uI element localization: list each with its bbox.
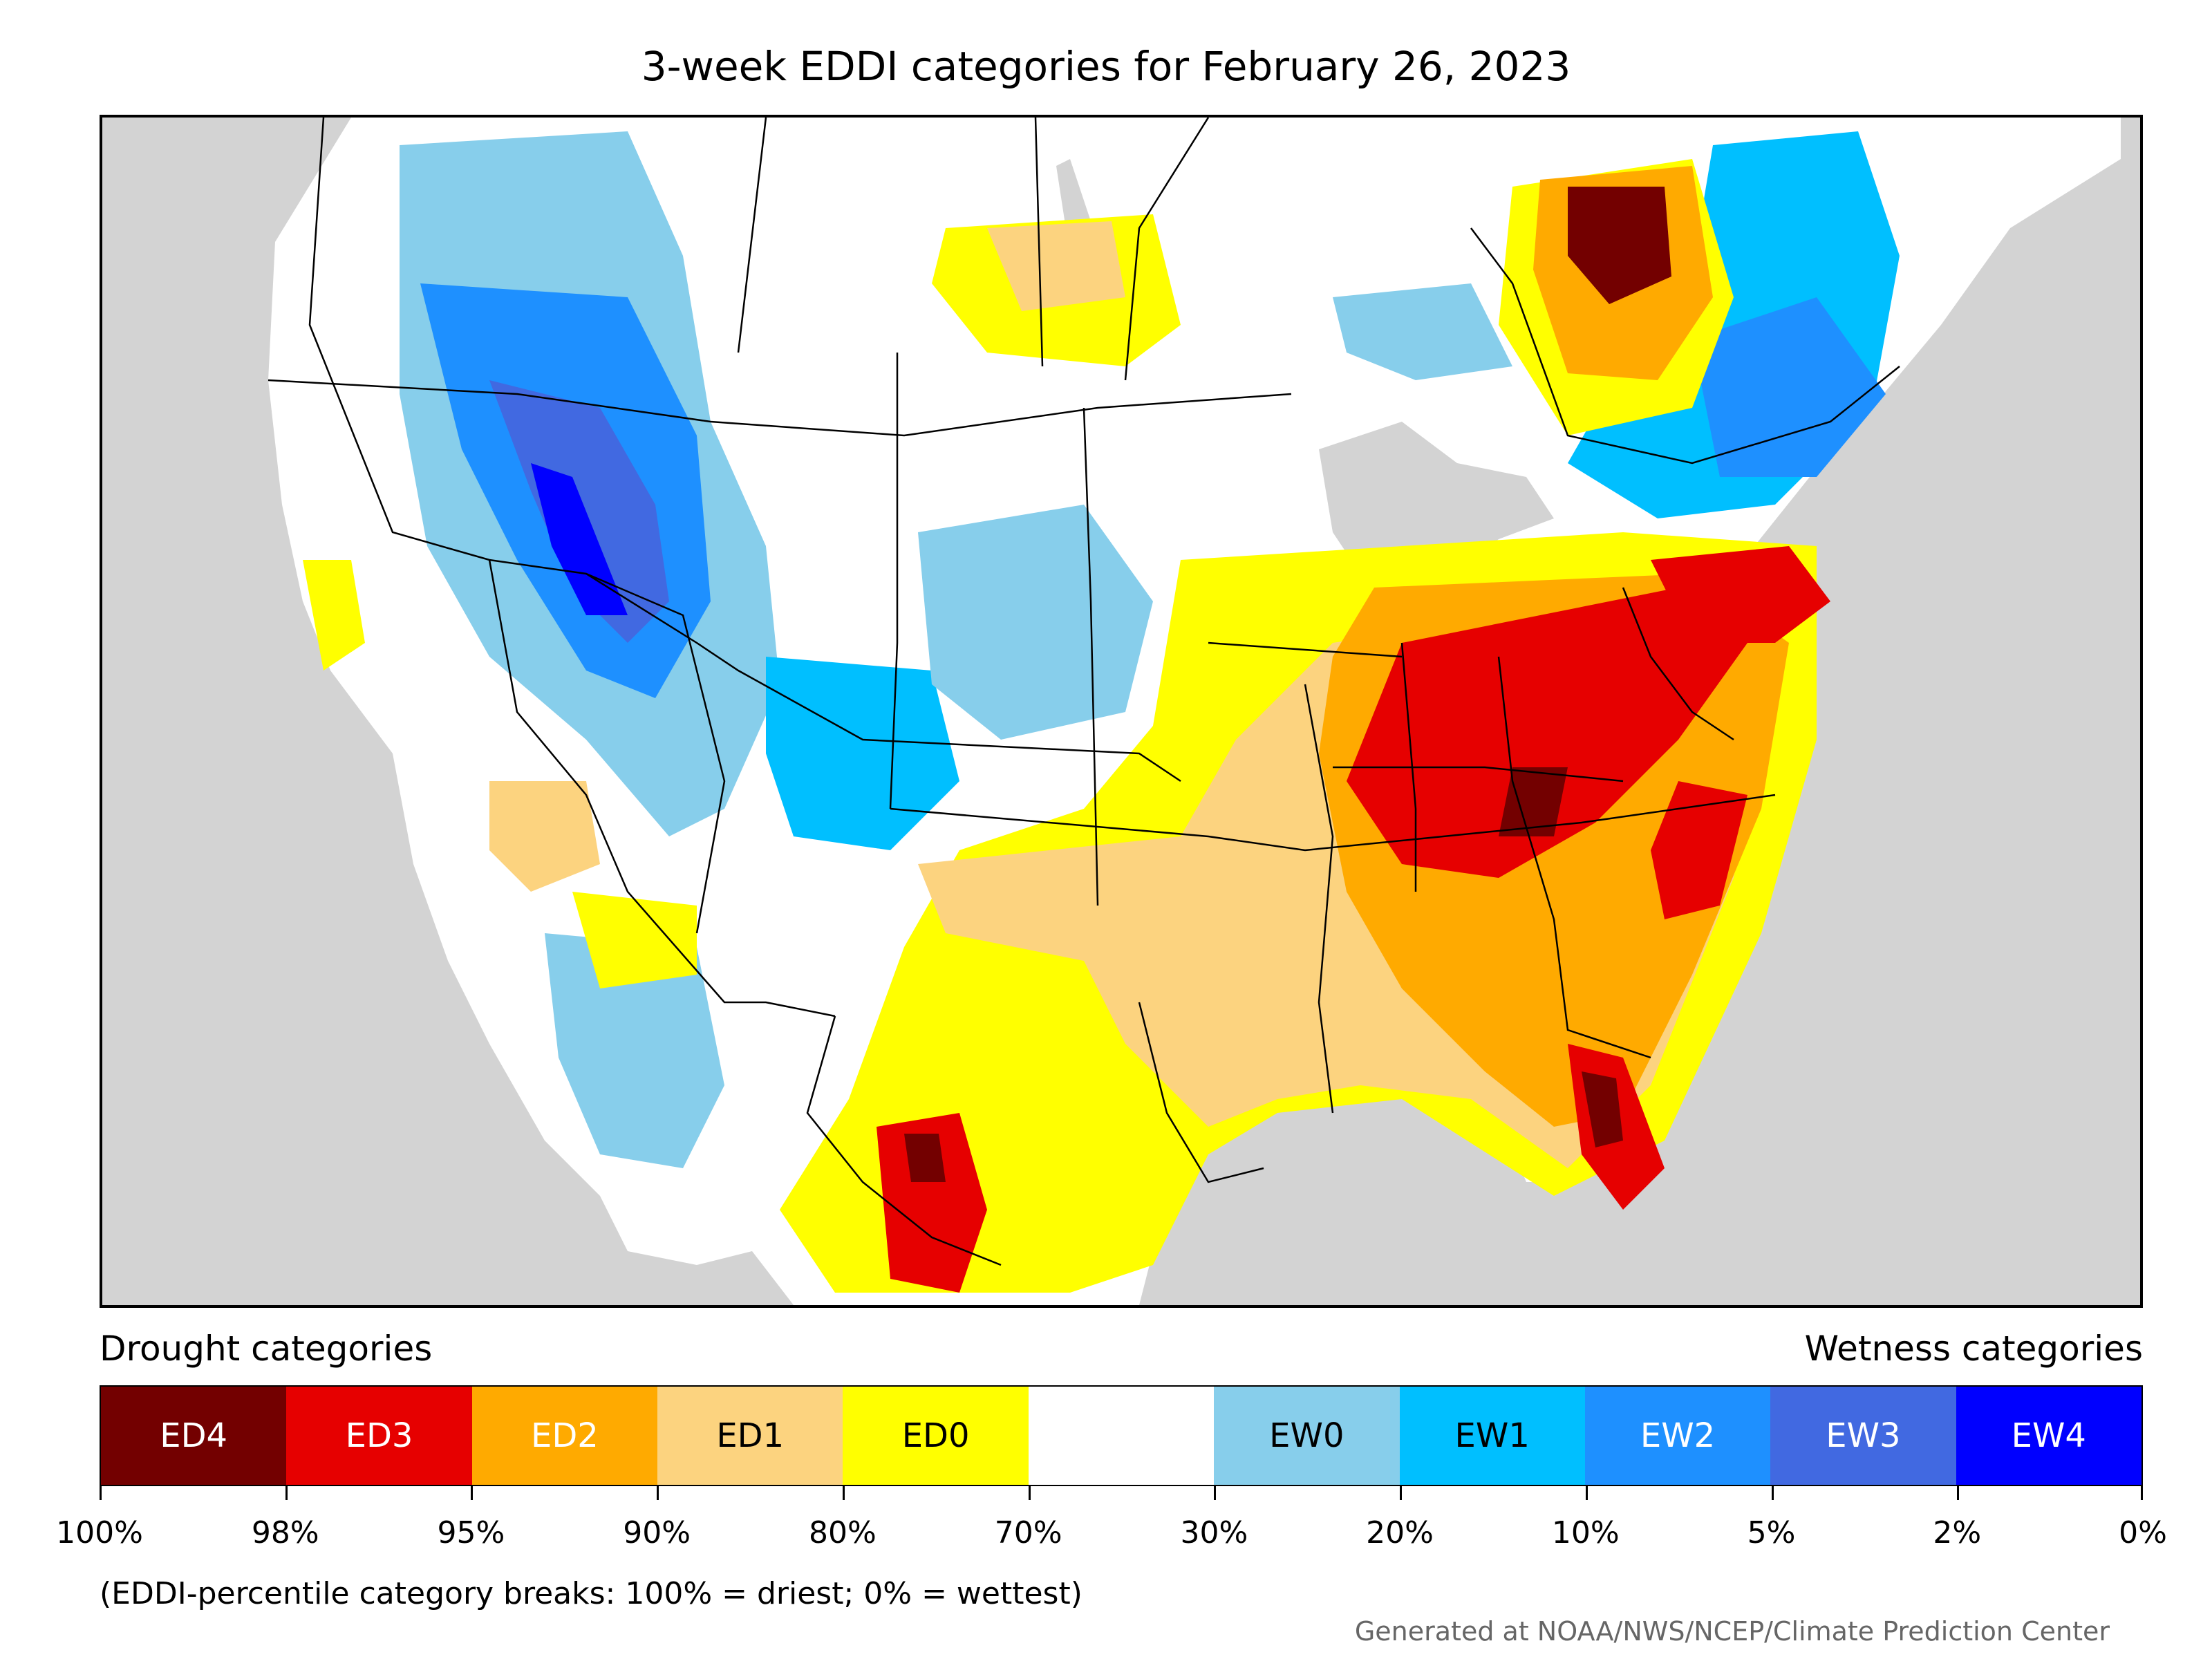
map-canvas [268, 118, 2121, 1305]
legend-cell-ed0: ED0 [843, 1387, 1029, 1485]
colorbar-tick-label: 20% [1366, 1515, 1434, 1550]
legend-cell-ed2: ED2 [471, 1387, 658, 1485]
dry-northeast-ed3 [1651, 546, 1830, 643]
dry-ontario-core [1568, 187, 1671, 304]
eddi-map [100, 115, 2143, 1308]
map-title: 3-week EDDI categories for February 26, … [641, 43, 1571, 90]
colorbar-tick-label: 90% [623, 1515, 691, 1550]
legend-cell-ed4: ED4 [101, 1387, 287, 1485]
colorbar-tick-label: 98% [251, 1515, 319, 1550]
political-borders [268, 118, 1900, 1266]
dry-ohio-valley-ed3 [1347, 588, 1747, 878]
dry-florida-core [1582, 1071, 1623, 1147]
category-colorbar: ED4 ED3 ED2 ED1 ED0 EW0 EW1 EW2 EW3 EW4 [100, 1385, 2143, 1486]
colorbar-tick-label: 30% [1180, 1515, 1248, 1550]
colorbar-tick [1957, 1486, 1960, 1500]
legend-cell-normal [1028, 1387, 1215, 1485]
colorbar-tick [100, 1486, 102, 1500]
colorbar-tick [842, 1486, 845, 1500]
dry-arizona-ed0 [572, 892, 697, 988]
legend-cell-ew1: EW1 [1399, 1387, 1585, 1485]
colorbar-tick [1400, 1486, 1403, 1500]
colorbar-tick [285, 1486, 288, 1500]
credit-line: Generated at NOAA/NWS/NCEP/Climate Predi… [1354, 1616, 2110, 1647]
legend-cell-ew4: EW4 [1956, 1387, 2141, 1485]
dry-nevada-ed1 [489, 781, 600, 892]
colorbar-tick [1585, 1486, 1588, 1500]
colorbar-tick [1771, 1486, 1774, 1500]
colorbar-tick [657, 1486, 659, 1500]
legend-cell-ed3: ED3 [286, 1387, 472, 1485]
dry-carolinas-ed3 [1651, 781, 1747, 919]
legend-cell-ew0: EW0 [1214, 1387, 1400, 1485]
wet-quebec-core [1692, 297, 1886, 477]
colorbar-tick-label: 0% [2119, 1515, 2167, 1550]
dry-west-coast [303, 560, 365, 671]
legend-cell-ew2: EW2 [1584, 1387, 1771, 1485]
colorbar-ticks: 100% 98% 95% 90% 80% 70% 30% 20% 10% 5% 2% 0% [56, 1486, 2167, 1550]
drought-categories-label: Drought categories [100, 1329, 433, 1369]
colorbar-tick-label: 80% [809, 1515, 877, 1550]
colorbar-tick-label: 70% [994, 1515, 1062, 1550]
wet-colorado [766, 657, 959, 850]
colorbar-tick [1214, 1486, 1217, 1500]
legend-cell-ew3: EW3 [1770, 1387, 1956, 1485]
wet-ontario-north [1333, 283, 1512, 380]
category-breaks-footnote: (EDDI-percentile category breaks: 100% =… [100, 1576, 1082, 1611]
colorbar-tick [1028, 1486, 1031, 1500]
colorbar-tick-label: 5% [1747, 1515, 1796, 1550]
colorbar-tick-label: 100% [56, 1515, 143, 1550]
colorbar-tick-label: 95% [437, 1515, 505, 1550]
colorbar-tick-label: 10% [1551, 1515, 1620, 1550]
colorbar-tick [471, 1486, 474, 1500]
legend-cell-ed1: ED1 [657, 1387, 843, 1485]
dry-ohio-valley-ed4 [1499, 767, 1568, 836]
colorbar-tick [2141, 1486, 2143, 1500]
wet-northwest-max [531, 463, 628, 615]
dry-texas-ed4 [904, 1134, 946, 1182]
wetness-categories-label: Wetness categories [1804, 1329, 2143, 1369]
colorbar-tick-label: 2% [1933, 1515, 1982, 1550]
dry-alberta [987, 221, 1125, 311]
wet-plains [918, 505, 1153, 740]
wet-southwest [545, 933, 724, 1168]
